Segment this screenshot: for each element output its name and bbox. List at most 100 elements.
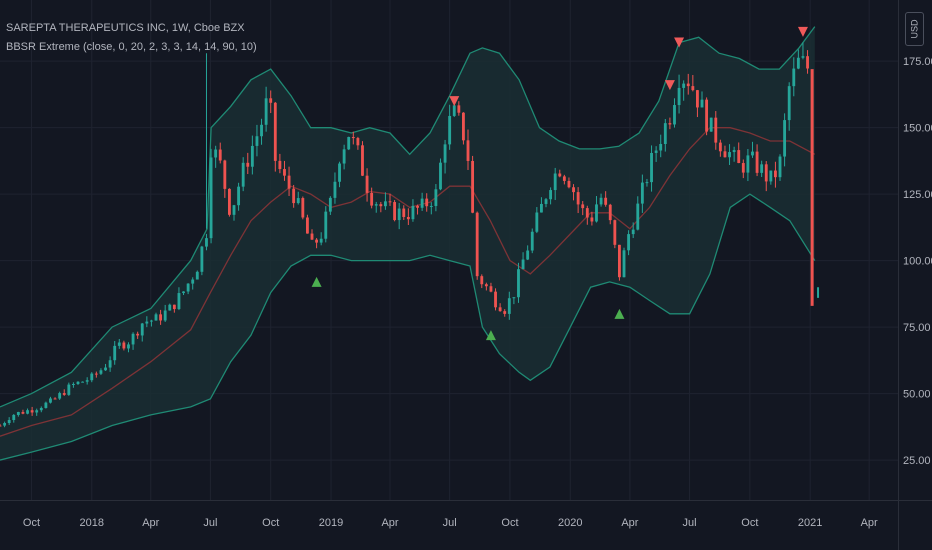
candle-body [700, 99, 704, 108]
x-tick-label: Jul [683, 517, 697, 529]
candle-body [200, 246, 204, 272]
candle-body [530, 231, 534, 251]
candle-body [461, 112, 465, 141]
candle-body [315, 239, 319, 243]
candle-body [108, 360, 112, 368]
candle-body [796, 57, 800, 69]
candle-body [163, 310, 167, 321]
candle-body [489, 286, 493, 292]
candle-body [581, 204, 585, 209]
candle-body [218, 149, 222, 161]
candle-body [622, 250, 626, 278]
candle-body [599, 197, 603, 205]
candle-body [232, 205, 236, 215]
candle-body [572, 187, 575, 193]
candles [0, 42, 809, 428]
candle-body [498, 307, 502, 312]
candle-body [264, 98, 268, 125]
candle-body [604, 197, 608, 205]
candle-body [494, 291, 497, 308]
candle-body [544, 199, 548, 204]
candle-body [682, 83, 686, 88]
candle-body [260, 124, 263, 137]
candle-body [466, 140, 470, 161]
currency-label: USD [909, 19, 920, 39]
x-tick-label: 2019 [319, 517, 343, 529]
candle-body [397, 208, 401, 221]
candle-body [636, 203, 640, 230]
candle-body [90, 373, 94, 381]
candle-body [718, 142, 722, 152]
candle-body [806, 56, 809, 69]
candle-body [12, 414, 16, 421]
y-tick-label: 25.00 [903, 455, 931, 467]
x-tick-label: Oct [741, 517, 758, 529]
candle-body [301, 198, 305, 218]
candle-body [53, 398, 57, 400]
candle-body [149, 320, 153, 322]
candle-body [429, 205, 433, 207]
currency-badge[interactable]: USD [905, 12, 924, 46]
candle-body [292, 188, 296, 204]
candle-body [439, 162, 442, 190]
candle-body [618, 244, 621, 278]
symbol-legend: SAREPTA THERAPEUTICS INC, 1W, Cboe BZX [6, 22, 245, 34]
candle-body [283, 169, 286, 176]
x-tick-label: Oct [23, 517, 40, 529]
candle-body [21, 412, 25, 414]
candle-body [383, 201, 387, 207]
candle-body [0, 425, 2, 427]
sell-signal-marker [449, 96, 460, 107]
candle-body [420, 198, 424, 208]
candle-body [787, 86, 791, 121]
candle-body [127, 344, 130, 349]
candle-body [99, 370, 103, 374]
candle-body [402, 208, 406, 217]
candle-body [686, 83, 690, 87]
candle-body [434, 189, 438, 206]
candle-body [71, 383, 75, 385]
candle-body [595, 204, 598, 222]
candle-body [576, 192, 580, 205]
candle-body [104, 367, 107, 371]
candle-body [319, 238, 323, 243]
candle-body [269, 98, 273, 103]
buy-signal-marker [614, 308, 625, 319]
candle-body [760, 164, 764, 173]
candle-body [223, 160, 227, 189]
candle-body [241, 162, 245, 187]
x-tick-label: Apr [381, 517, 398, 529]
y-tick-label: 175.00 [903, 56, 932, 68]
candle-body [393, 202, 397, 221]
candle-body [801, 56, 805, 58]
candle-body [705, 99, 709, 132]
candle-body [539, 203, 543, 213]
candle-body [177, 293, 181, 310]
candle-body [205, 238, 208, 247]
candle-body [145, 321, 149, 324]
candle-body [457, 105, 461, 113]
candle-body [76, 381, 80, 384]
bollinger-lower-line [0, 193, 816, 461]
candle-body [645, 182, 649, 184]
candle-body [650, 152, 653, 183]
candle-body [370, 192, 374, 206]
candle-body [246, 162, 250, 167]
indicator-legend[interactable]: BBSR Extreme (close, 0, 20, 2, 3, 3, 14,… [6, 41, 257, 53]
candle-body [154, 314, 158, 321]
candle-body [452, 105, 456, 116]
candle-body [526, 250, 530, 260]
candle-body [480, 276, 484, 285]
candle-body [640, 182, 644, 204]
candle-body [195, 271, 199, 280]
x-tick-label: Jul [203, 517, 217, 529]
candle-body [81, 381, 85, 383]
candle-body [416, 205, 419, 208]
y-tick-label: 150.00 [903, 123, 932, 135]
candle-body [677, 87, 681, 106]
bollinger-basis-line [0, 127, 816, 437]
candle-body [668, 123, 672, 125]
candle-body [30, 410, 34, 413]
